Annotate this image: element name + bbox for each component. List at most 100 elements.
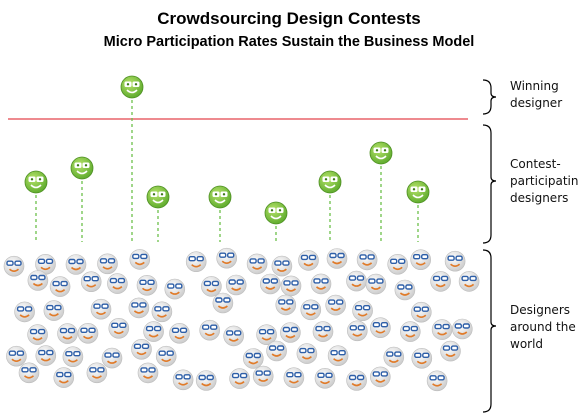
glasses <box>52 280 60 287</box>
glasses <box>166 350 174 356</box>
face-circle <box>310 273 332 295</box>
winner-face <box>146 185 170 209</box>
group-label: participating <box>510 174 578 188</box>
face-circle <box>146 185 170 209</box>
glasses <box>196 256 204 262</box>
eye <box>126 83 130 86</box>
face-circle <box>271 255 293 277</box>
face-circle <box>208 185 232 209</box>
smile <box>319 380 331 385</box>
glasses <box>303 304 311 310</box>
glasses <box>268 345 277 351</box>
face-circle <box>243 348 264 369</box>
crowd-face <box>172 369 194 391</box>
face-circle <box>326 248 348 269</box>
smile <box>174 335 185 340</box>
bracket <box>482 124 497 244</box>
glasses <box>215 297 223 303</box>
glasses <box>60 280 68 287</box>
title: Crowdsourcing Design Contests <box>157 9 421 28</box>
eye <box>412 188 416 191</box>
glasses <box>104 352 112 358</box>
smile <box>351 283 362 287</box>
glasses <box>141 343 150 349</box>
crowd-face <box>14 301 35 323</box>
glasses <box>6 260 14 266</box>
crowd-face <box>271 255 293 277</box>
face-circle <box>65 254 87 275</box>
crowd-face <box>185 251 207 273</box>
glasses <box>38 349 46 356</box>
smile <box>70 266 82 271</box>
glasses <box>218 252 227 258</box>
crowd-face <box>108 317 130 339</box>
crowd-face <box>27 324 48 345</box>
group-label: world <box>510 337 543 351</box>
crowd-face <box>356 249 378 271</box>
smile <box>317 333 329 338</box>
glasses <box>153 325 162 332</box>
crowd-face <box>440 340 461 362</box>
smile <box>102 266 113 270</box>
crowd-face <box>430 271 451 292</box>
glasses <box>97 367 105 373</box>
smile <box>40 266 51 271</box>
smile <box>148 333 159 338</box>
face-circle <box>90 298 112 320</box>
glasses <box>462 323 470 329</box>
glasses <box>405 284 413 290</box>
face-circle <box>444 250 466 272</box>
face-circle <box>406 180 430 204</box>
eye <box>420 188 424 191</box>
smile <box>55 288 66 293</box>
glasses <box>249 258 257 264</box>
glasses <box>206 374 214 381</box>
glasses <box>313 278 321 284</box>
face-circle <box>346 320 368 342</box>
face-circle <box>131 338 152 360</box>
crowd-face <box>43 300 65 321</box>
face-circle <box>120 75 144 99</box>
face-circle <box>129 249 151 270</box>
smile <box>67 359 78 363</box>
face-circle <box>35 345 57 366</box>
glasses <box>111 322 119 328</box>
glasses <box>386 351 394 357</box>
smile <box>270 215 282 220</box>
smile <box>315 286 327 290</box>
smile <box>58 379 69 384</box>
eye <box>76 164 80 167</box>
smile <box>405 333 416 338</box>
face-circle <box>18 362 40 384</box>
smile <box>457 331 468 335</box>
glasses <box>380 322 389 328</box>
eye <box>278 209 282 212</box>
glasses <box>101 303 109 309</box>
group-label: designers <box>510 191 568 205</box>
glasses <box>311 304 319 310</box>
smile <box>191 264 202 268</box>
glasses <box>228 279 236 285</box>
face-circle <box>346 270 367 292</box>
glasses <box>76 258 84 265</box>
face-circle <box>70 156 94 180</box>
glasses <box>278 299 286 305</box>
face-circle <box>365 273 387 295</box>
glasses <box>368 278 376 284</box>
crowd-face <box>155 345 177 367</box>
smile <box>30 184 42 189</box>
smile <box>234 380 245 385</box>
smile <box>62 335 73 340</box>
crowd-face <box>246 253 268 275</box>
glasses <box>68 258 76 265</box>
crowd-face <box>312 321 334 342</box>
crowd-face <box>169 322 190 344</box>
faces <box>3 75 480 392</box>
smile <box>141 287 153 292</box>
face-circle <box>246 253 268 275</box>
face-circle <box>327 345 349 367</box>
crowd-face <box>259 273 281 295</box>
smile <box>214 199 226 204</box>
crowd-face <box>298 250 319 271</box>
